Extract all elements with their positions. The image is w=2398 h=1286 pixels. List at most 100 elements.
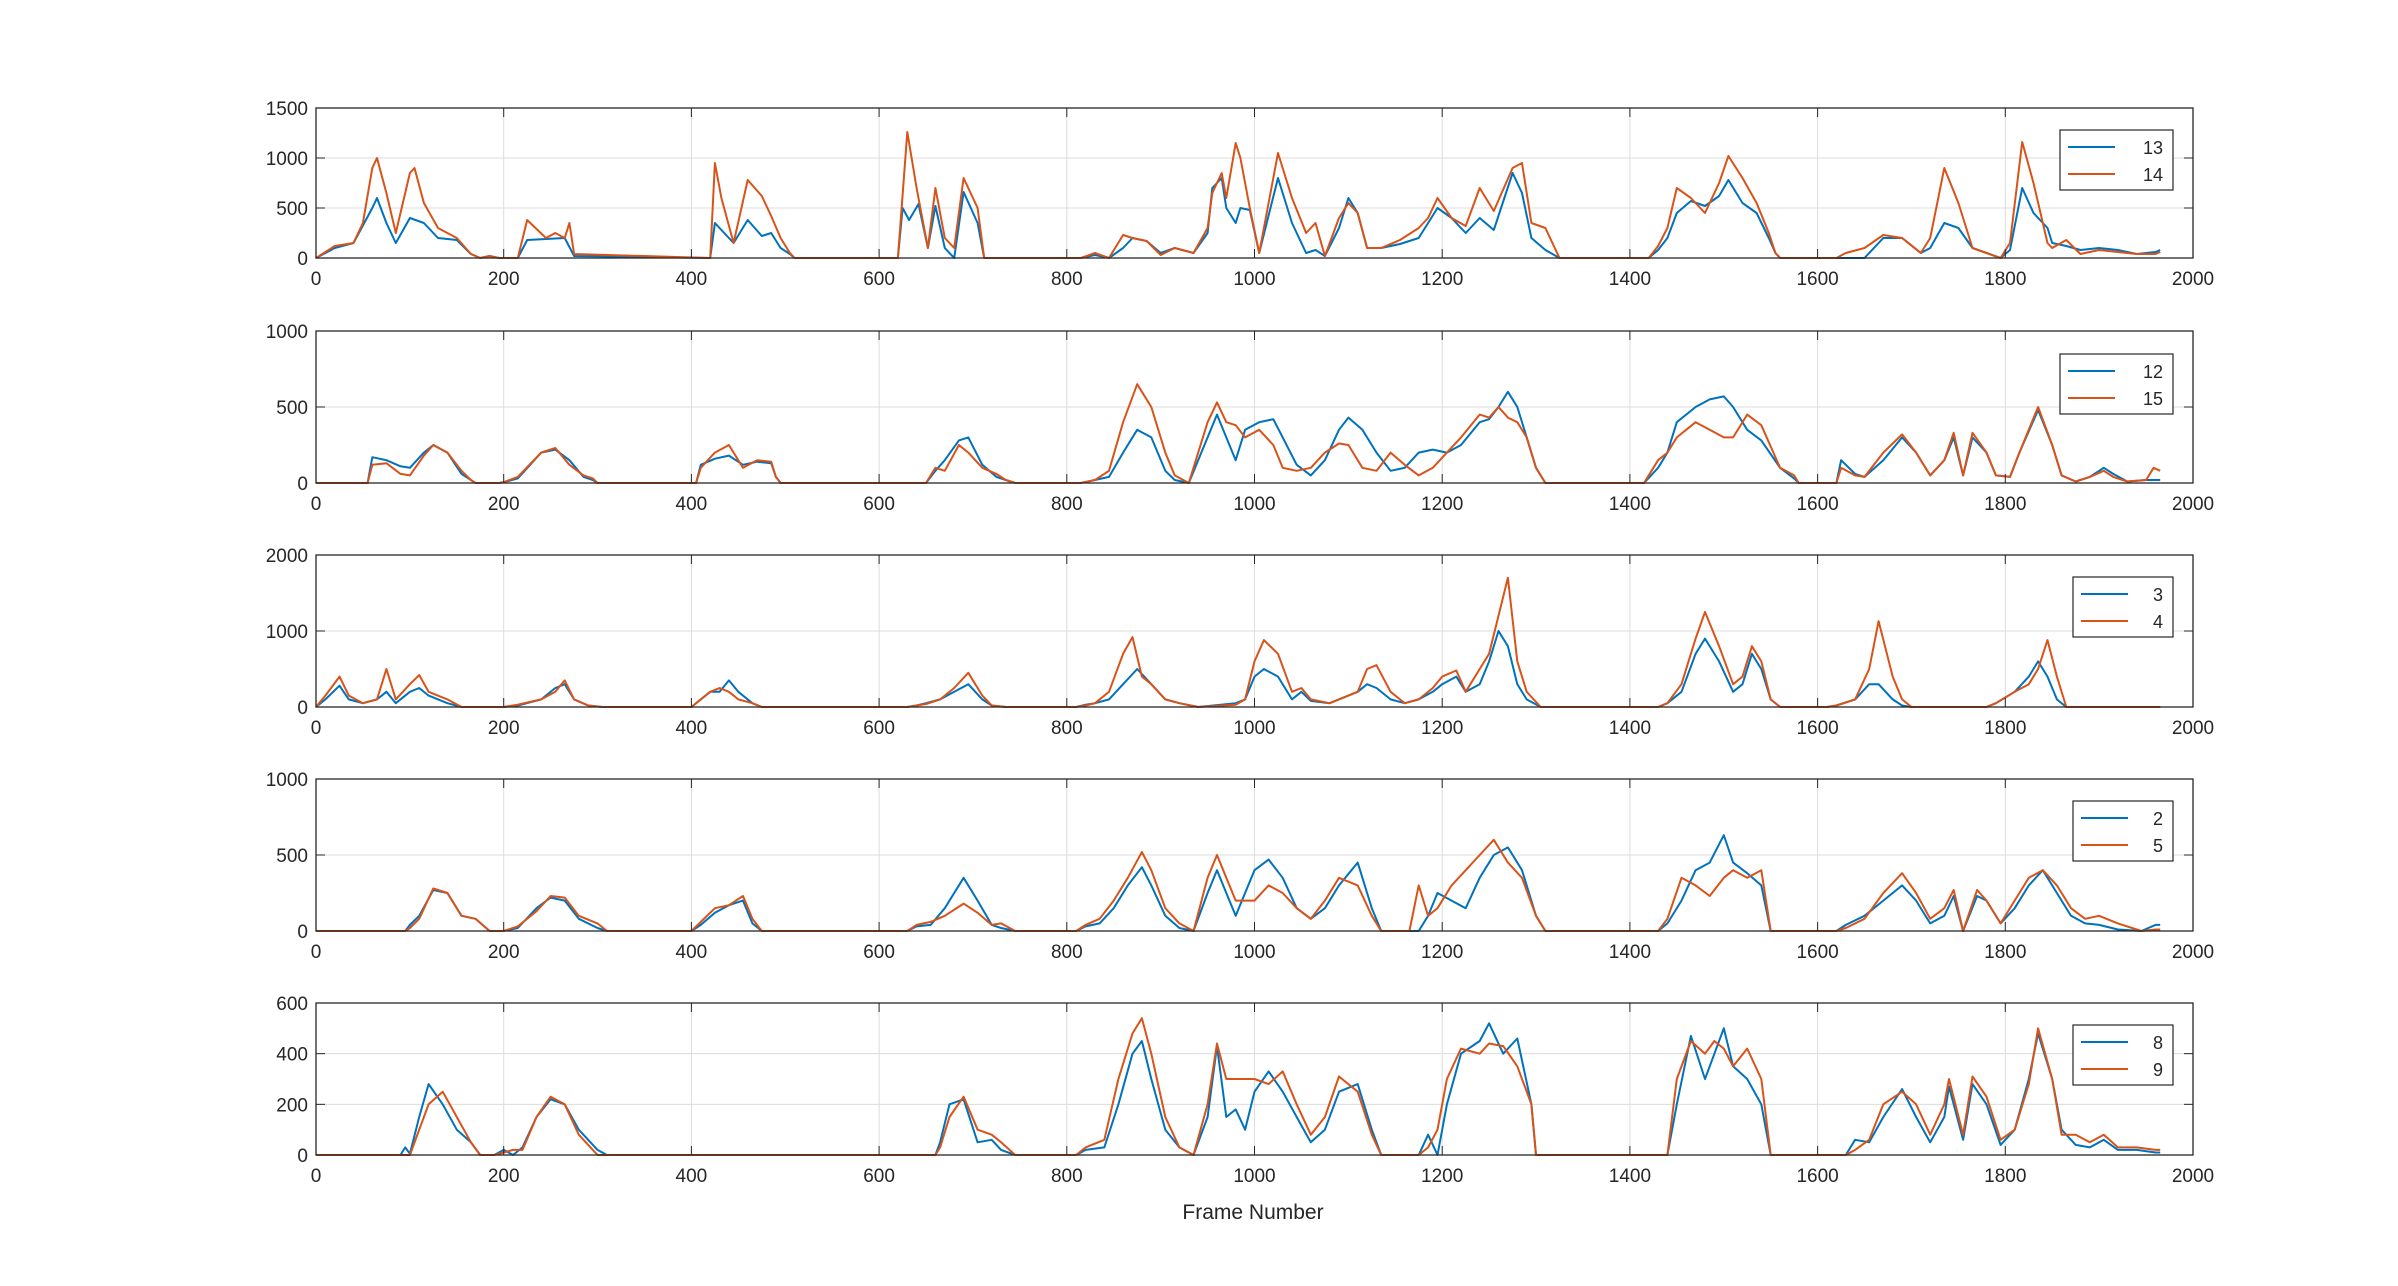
x-tick-label: 200 — [488, 718, 520, 739]
x-tick-label: 1600 — [1796, 718, 1838, 739]
y-tick-label: 0 — [297, 249, 308, 270]
x-tick-label: 400 — [676, 942, 708, 963]
series-line-9 — [316, 1017, 2161, 1156]
legend-box — [2072, 1024, 2174, 1086]
x-tick-label: 600 — [863, 269, 895, 290]
subplot-3: 0 200 400 600 800 1000 1200 1400 1600 1800 2000 0 10… — [266, 546, 2214, 739]
x-tick-label: 2000 — [2172, 494, 2214, 515]
legend-label-5: 5 — [2153, 836, 2163, 856]
subplot-2: 0 200 400 600 800 1000 1200 1400 1600 1800 2000 0 50… — [266, 322, 2214, 515]
y-tick-label: 500 — [276, 846, 308, 867]
y-tick-label: 200 — [276, 1095, 308, 1116]
x-tick-label: 1000 — [1233, 494, 1275, 515]
y-tick-label: 400 — [276, 1045, 308, 1066]
x-tick-label: 1200 — [1421, 1166, 1463, 1187]
legend-box — [2072, 576, 2174, 638]
legend-box — [2059, 353, 2174, 415]
legend: 34 — [2072, 576, 2174, 638]
x-tick-label: 600 — [863, 1166, 895, 1187]
y-tick-label: 0 — [297, 922, 308, 943]
x-tick-label: 800 — [1051, 494, 1083, 515]
x-tick-label: 1200 — [1421, 269, 1463, 290]
x-tick-label: 800 — [1051, 942, 1083, 963]
y-tick-label: 1000 — [266, 622, 308, 643]
x-tick-label: 1200 — [1421, 494, 1463, 515]
x-tick-label: 400 — [676, 718, 708, 739]
x-tick-label: 1400 — [1609, 942, 1651, 963]
x-tick-label: 1600 — [1796, 494, 1838, 515]
x-tick-label: 2000 — [2172, 269, 2214, 290]
x-tick-label: 1600 — [1796, 942, 1838, 963]
x-axis-label: Frame Number — [1182, 1201, 1323, 1224]
x-tick-label: 200 — [488, 1166, 520, 1187]
subplot-4: 0 200 400 600 800 1000 1200 1400 1600 1800 2000 0 50… — [266, 770, 2214, 963]
x-tick-label: 200 — [488, 494, 520, 515]
x-tick-label: 1400 — [1609, 494, 1651, 515]
x-tick-label: 400 — [676, 269, 708, 290]
y-tick-label: 500 — [276, 398, 308, 419]
x-tick-label: 1000 — [1233, 269, 1275, 290]
x-tick-label: 1800 — [1984, 718, 2026, 739]
x-tick-label: 600 — [863, 718, 895, 739]
x-tick-label: 1000 — [1233, 942, 1275, 963]
legend-label-14: 14 — [2143, 165, 2163, 185]
legend-label-2: 2 — [2153, 809, 2163, 829]
subplot-5: 0 200 400 600 800 1000 1200 1400 1600 1800 2000 0 20… — [276, 994, 2214, 1187]
y-tick-label: 600 — [276, 994, 308, 1015]
x-tick-label: 1400 — [1609, 718, 1651, 739]
x-tick-label: 800 — [1051, 269, 1083, 290]
x-tick-label: 1800 — [1984, 942, 2026, 963]
legend-label-4: 4 — [2153, 612, 2163, 632]
x-tick-label: 1400 — [1609, 1166, 1651, 1187]
x-tick-label: 1200 — [1421, 942, 1463, 963]
legend-label-8: 8 — [2153, 1033, 2163, 1053]
x-tick-label: 800 — [1051, 1166, 1083, 1187]
subplots: 0 200 400 600 800 1000 1200 1400 1600 1800 2000050… — [266, 99, 2214, 1187]
x-tick-label: 1800 — [1984, 494, 2026, 515]
legend-label-3: 3 — [2153, 585, 2163, 605]
x-tick-label: 1000 — [1233, 1166, 1275, 1187]
y-tick-label: 1000 — [266, 149, 308, 170]
legend-label-13: 13 — [2143, 138, 2163, 158]
x-tick-label: 200 — [488, 269, 520, 290]
x-tick-label: 1600 — [1796, 1166, 1838, 1187]
x-tick-label: 2000 — [2172, 942, 2214, 963]
x-tick-label: 0 — [311, 269, 322, 290]
x-tick-label: 1200 — [1421, 718, 1463, 739]
series-line-14 — [316, 131, 2161, 259]
y-tick-label: 0 — [297, 474, 308, 495]
x-tick-label: 1000 — [1233, 718, 1275, 739]
y-tick-label: 0 — [297, 1146, 308, 1167]
series-line-15 — [316, 383, 2161, 484]
legend: 25 — [2072, 800, 2174, 862]
series-line-5 — [316, 838, 2161, 932]
legend-box — [2072, 800, 2174, 862]
x-tick-label: 400 — [676, 1166, 708, 1187]
y-tick-label: 0 — [297, 698, 308, 719]
x-tick-label: 0 — [311, 718, 322, 739]
x-tick-label: 2000 — [2172, 718, 2214, 739]
y-tick-label: 500 — [276, 199, 308, 220]
x-tick-label: 800 — [1051, 718, 1083, 739]
x-tick-label: 2000 — [2172, 1166, 2214, 1187]
x-tick-label: 0 — [311, 1166, 322, 1187]
x-tick-label: 1400 — [1609, 269, 1651, 290]
x-tick-label: 600 — [863, 494, 895, 515]
y-tick-label: 2000 — [266, 546, 308, 567]
x-tick-label: 600 — [863, 942, 895, 963]
subplot-1: 0 200 400 600 800 1000 1200 1400 1600 1800 2000 0 50… — [266, 99, 2214, 290]
x-tick-label: 1800 — [1984, 1166, 2026, 1187]
x-tick-label: 0 — [311, 494, 322, 515]
legend: 89 — [2072, 1024, 2174, 1086]
x-tick-label: 1800 — [1984, 269, 2026, 290]
x-tick-label: 400 — [676, 494, 708, 515]
legend-label-15: 15 — [2143, 389, 2163, 409]
legend-label-9: 9 — [2153, 1060, 2163, 1080]
y-tick-label: 1500 — [266, 99, 308, 120]
x-tick-label: 200 — [488, 942, 520, 963]
legend-label-12: 12 — [2143, 362, 2163, 382]
y-tick-label: 1000 — [266, 322, 308, 343]
